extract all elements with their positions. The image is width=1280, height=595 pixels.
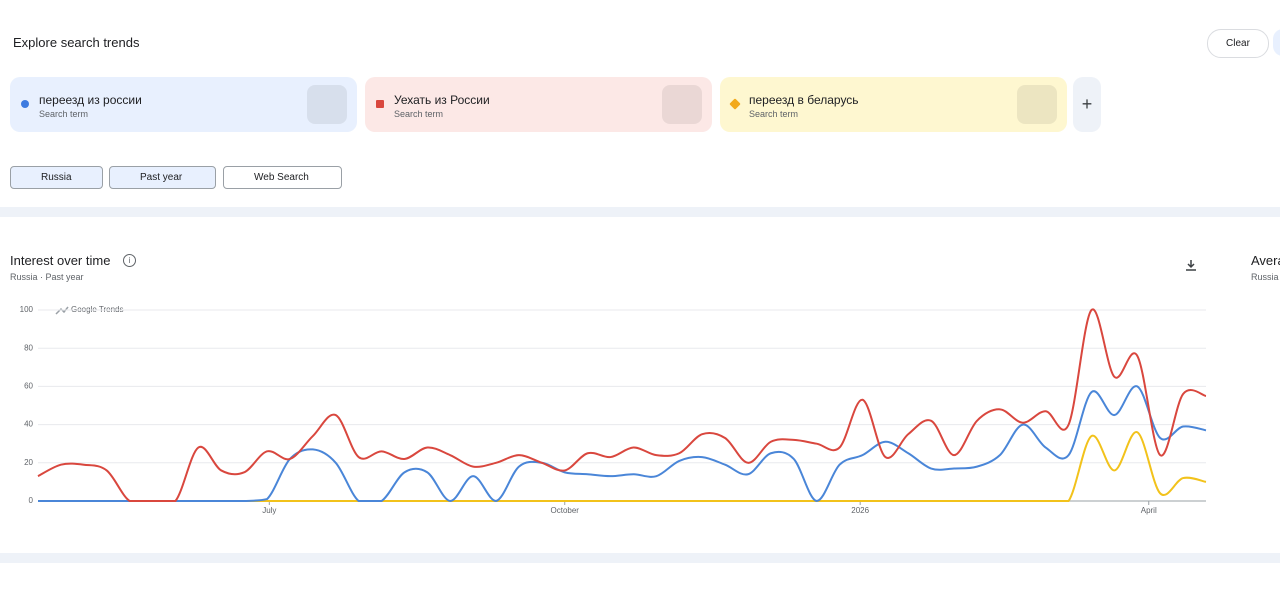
page-title: Explore search trends — [13, 35, 140, 50]
region: Russia — [10, 272, 38, 282]
term-label: переезд в беларусь — [749, 93, 859, 107]
filter-button[interactable]: Russia — [10, 166, 103, 189]
download-icon[interactable] — [1184, 258, 1198, 272]
panel-subtitle: Russia · Past year — [10, 272, 84, 282]
y-tick-label: 40 — [24, 420, 33, 429]
series-line — [37, 308, 1207, 503]
side-button[interactable] — [1273, 29, 1280, 56]
term-chip[interactable]: переезд из россии Search term — [10, 77, 357, 132]
add-term-button[interactable]: + — [1073, 77, 1101, 132]
y-tick-label: 20 — [24, 458, 33, 467]
y-tick-label: 100 — [20, 305, 34, 314]
y-tick-label: 0 — [29, 496, 34, 505]
x-tick-label: 2026 — [851, 506, 869, 515]
term-sublabel: Search term — [394, 109, 444, 119]
term-sublabel: Search term — [39, 109, 89, 119]
term-marker — [21, 100, 29, 108]
side-region: Russia — [1251, 272, 1279, 282]
term-label: переезд из россии — [39, 93, 142, 107]
y-tick-label: 60 — [24, 382, 33, 391]
clear-button[interactable]: Clear — [1207, 29, 1269, 58]
filter-button[interactable]: Past year — [109, 166, 216, 189]
compare-icon[interactable] — [662, 85, 702, 124]
series-line — [37, 431, 1207, 502]
period: Past year — [45, 272, 84, 282]
x-tick-label: July — [262, 506, 276, 515]
term-chip[interactable]: Уехать из России Search term — [365, 77, 712, 132]
term-marker — [376, 100, 384, 108]
filter-button[interactable]: Web Search — [223, 166, 342, 189]
compare-icon[interactable] — [1017, 85, 1057, 124]
term-label: Уехать из России — [394, 93, 490, 107]
panel-title: Interest over time — [10, 253, 111, 268]
side-title: Avera — [1251, 253, 1280, 268]
term-chip[interactable]: переезд в беларусь Search term — [720, 77, 1067, 132]
separator — [0, 207, 1280, 217]
separator — [0, 553, 1280, 563]
compare-icon[interactable] — [307, 85, 347, 124]
info-icon[interactable]: i — [123, 254, 136, 267]
series-line — [37, 385, 1207, 503]
x-tick-label: April — [1141, 506, 1157, 515]
term-sublabel: Search term — [749, 109, 799, 119]
y-tick-label: 80 — [24, 343, 33, 352]
x-tick-label: October — [551, 506, 580, 515]
